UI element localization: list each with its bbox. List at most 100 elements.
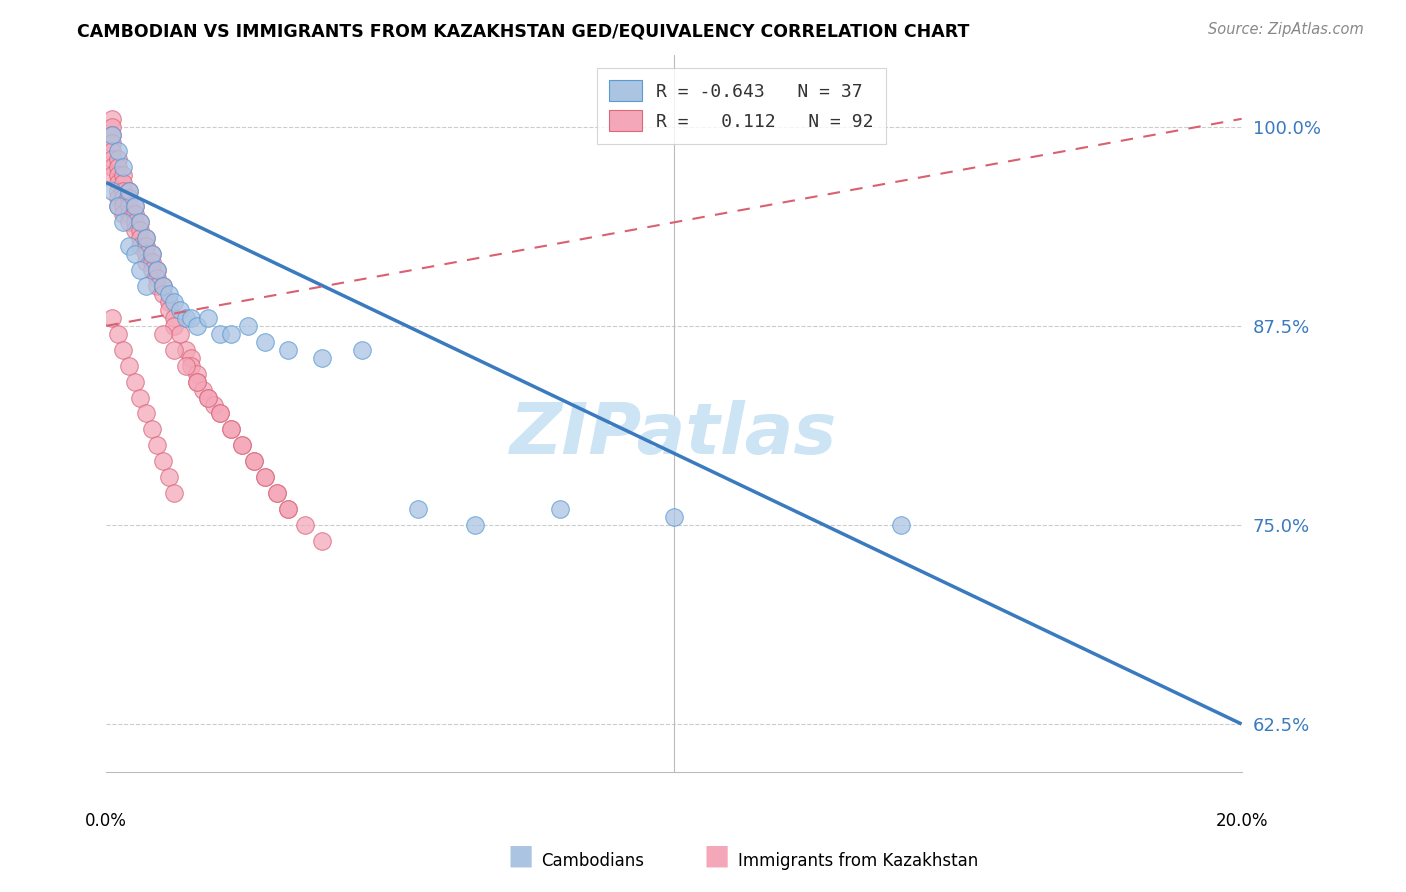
Point: [112, 207, 135, 221]
Point: [208, 407, 231, 421]
Point: [101, 310, 124, 325]
Point: [169, 302, 191, 317]
Text: Source: ZipAtlas.com: Source: ZipAtlas.com: [1208, 22, 1364, 37]
Point: [124, 215, 146, 229]
Point: [180, 310, 202, 325]
Point: [890, 517, 912, 532]
Point: [101, 112, 124, 126]
Point: [107, 184, 129, 198]
Point: [129, 391, 152, 405]
Point: [231, 438, 253, 452]
Text: ■: ■: [704, 842, 730, 870]
Point: [266, 486, 288, 500]
Point: [129, 239, 152, 253]
Point: [219, 326, 242, 341]
Point: [112, 343, 135, 357]
Point: [135, 407, 157, 421]
Point: [141, 255, 163, 269]
Point: [208, 407, 231, 421]
Point: [135, 255, 157, 269]
Point: [124, 223, 146, 237]
Point: [157, 295, 180, 310]
Point: [163, 318, 186, 333]
Point: [101, 152, 124, 166]
Point: [163, 343, 186, 357]
Point: [118, 239, 141, 253]
Point: [101, 128, 124, 142]
Point: [174, 310, 197, 325]
Point: [1060, 805, 1083, 819]
Point: [208, 326, 231, 341]
Point: [186, 367, 208, 381]
Point: [124, 247, 146, 261]
Point: [112, 184, 135, 198]
Point: [101, 160, 124, 174]
Text: CAMBODIAN VS IMMIGRANTS FROM KAZAKHSTAN GED/EQUIVALENCY CORRELATION CHART: CAMBODIAN VS IMMIGRANTS FROM KAZAKHSTAN …: [77, 22, 970, 40]
Point: [146, 438, 169, 452]
Point: [186, 375, 208, 389]
Point: [197, 391, 219, 405]
Point: [311, 351, 333, 365]
Point: [107, 152, 129, 166]
Point: [254, 334, 277, 349]
Point: [124, 199, 146, 213]
Point: [277, 502, 299, 516]
Point: [124, 207, 146, 221]
Point: [236, 318, 259, 333]
Point: [254, 470, 277, 484]
Point: [197, 391, 219, 405]
Text: 0.0%: 0.0%: [86, 812, 127, 830]
Point: [129, 215, 152, 229]
Point: [112, 168, 135, 182]
Point: [129, 231, 152, 245]
Point: [191, 383, 214, 397]
Point: [163, 310, 186, 325]
Point: [152, 287, 174, 301]
Text: ZIPatlas: ZIPatlas: [510, 401, 838, 469]
Point: [107, 144, 129, 158]
Point: [152, 454, 174, 468]
Text: ■: ■: [508, 842, 533, 870]
Point: [107, 160, 129, 174]
Point: [157, 287, 180, 301]
Point: [112, 191, 135, 205]
Point: [107, 199, 129, 213]
Point: [146, 279, 169, 293]
Point: [152, 279, 174, 293]
Point: [107, 168, 129, 182]
Point: [266, 486, 288, 500]
Point: [152, 279, 174, 293]
Point: [254, 470, 277, 484]
Point: [174, 343, 197, 357]
Point: [197, 310, 219, 325]
Point: [118, 184, 141, 198]
Point: [277, 502, 299, 516]
Point: [174, 359, 197, 373]
Point: [180, 351, 202, 365]
Text: Cambodians: Cambodians: [541, 852, 644, 870]
Point: [277, 343, 299, 357]
Point: [135, 279, 157, 293]
Point: [146, 271, 169, 285]
Point: [101, 128, 124, 142]
Point: [118, 359, 141, 373]
Point: [118, 199, 141, 213]
Point: [157, 470, 180, 484]
Point: [350, 343, 373, 357]
Point: [464, 517, 486, 532]
Text: Immigrants from Kazakhstan: Immigrants from Kazakhstan: [738, 852, 979, 870]
Point: [129, 263, 152, 277]
Point: [135, 247, 157, 261]
Point: [294, 517, 316, 532]
Point: [243, 454, 266, 468]
Point: [112, 215, 135, 229]
Point: [124, 375, 146, 389]
Point: [135, 239, 157, 253]
Point: [101, 120, 124, 134]
Text: 20.0%: 20.0%: [1215, 812, 1268, 830]
Point: [662, 510, 685, 524]
Point: [163, 486, 186, 500]
Point: [107, 199, 129, 213]
Point: [152, 326, 174, 341]
Point: [141, 422, 163, 436]
